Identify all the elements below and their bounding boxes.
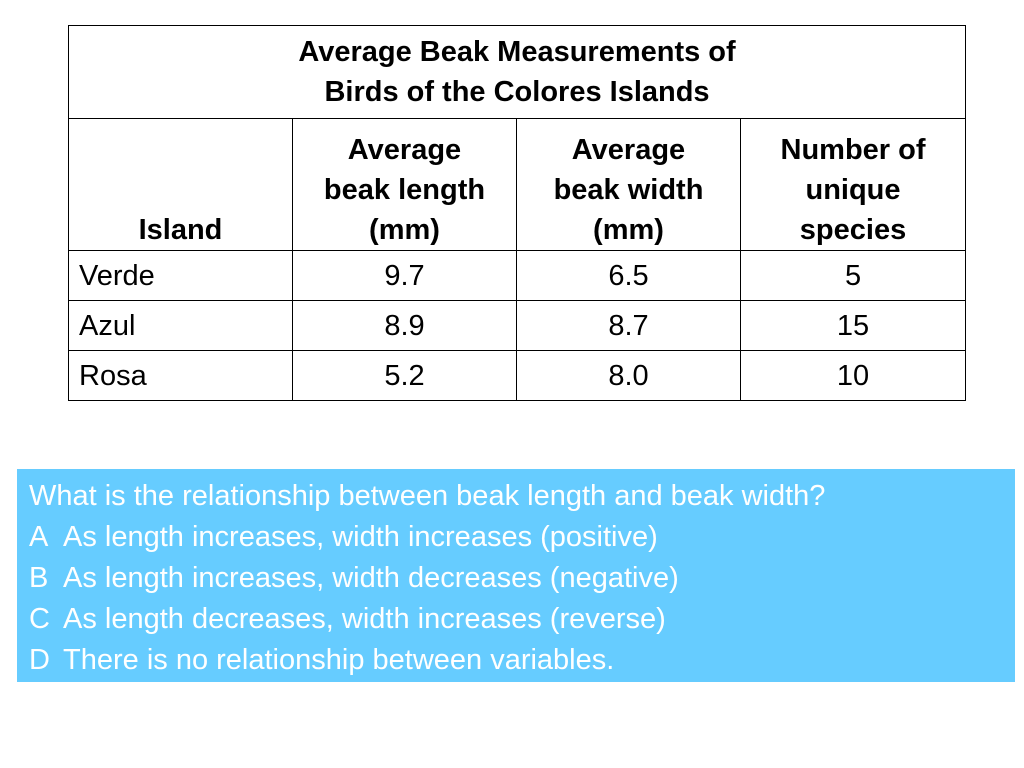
table-row-verde: Verde 9.7 6.5 5: [68, 250, 967, 301]
answer-option-b: B As length increases, width decreases (n…: [29, 558, 1003, 599]
question-box: What is the relationship between beak le…: [17, 469, 1015, 682]
answer-option-a: A As length increases, width increases (p…: [29, 517, 1003, 558]
option-text: As length decreases, width increases (re…: [63, 603, 666, 635]
column-header-line: beak length: [323, 174, 486, 206]
option-text: There is no relationship between variabl…: [63, 644, 615, 676]
cell-beak-width: 8.0: [516, 350, 741, 401]
column-header-beak-length: Average beak length (mm): [292, 118, 517, 251]
option-letter: A: [29, 521, 49, 553]
column-header-beak-width: Average beak width (mm): [516, 118, 741, 251]
option-letter: D: [29, 644, 50, 676]
column-header-unique-species: Number of unique species: [739, 118, 967, 251]
option-letter: C: [29, 603, 50, 635]
column-header-line: (mm): [593, 214, 664, 246]
column-header-line: Average: [347, 134, 462, 166]
table-header-row: Island Average beak length (mm) Average …: [68, 118, 967, 251]
cell-island: Verde: [68, 250, 293, 301]
cell-beak-width: 6.5: [516, 250, 741, 301]
answer-option-c: C As length decreases, width increases (r…: [29, 599, 1003, 640]
cell-beak-length: 9.7: [292, 250, 517, 301]
column-header-line: species: [799, 214, 907, 246]
table-title-line-2: Birds of the Colores Islands: [324, 76, 710, 108]
table-row-rosa: Rosa 5.2 8.0 10: [68, 350, 967, 401]
cell-unique-species: 10: [739, 350, 967, 401]
cell-beak-length: 5.2: [292, 350, 517, 401]
table-title: Average Beak Measurements of Birds of th…: [67, 25, 967, 119]
column-header-line: Number of: [780, 134, 926, 166]
beak-measurements-table: Average Beak Measurements of Birds of th…: [67, 25, 967, 401]
option-text: As length increases, width decreases (ne…: [63, 562, 679, 594]
cell-island: Azul: [68, 300, 293, 351]
table-title-row: Average Beak Measurements of Birds of th…: [67, 25, 967, 119]
column-header-line: Island: [138, 214, 223, 246]
table-row-azul: Azul 8.9 8.7 15: [68, 300, 967, 351]
question-prompt: What is the relationship between beak le…: [29, 480, 826, 512]
option-text: As length increases, width increases (po…: [63, 521, 658, 553]
cell-unique-species: 5: [739, 250, 967, 301]
column-header-line: beak width: [553, 174, 704, 206]
column-header-line: (mm): [369, 214, 440, 246]
option-letter: B: [29, 562, 49, 594]
cell-beak-width: 8.7: [516, 300, 741, 351]
cell-island: Rosa: [68, 350, 293, 401]
answer-option-d: D There is no relationship between variab…: [29, 640, 1003, 681]
column-header-line: unique: [805, 174, 901, 206]
column-header-island: Island: [68, 118, 293, 251]
cell-unique-species: 15: [739, 300, 967, 351]
table-title-line-1: Average Beak Measurements of: [298, 36, 736, 68]
column-header-line: Average: [571, 134, 686, 166]
cell-beak-length: 8.9: [292, 300, 517, 351]
